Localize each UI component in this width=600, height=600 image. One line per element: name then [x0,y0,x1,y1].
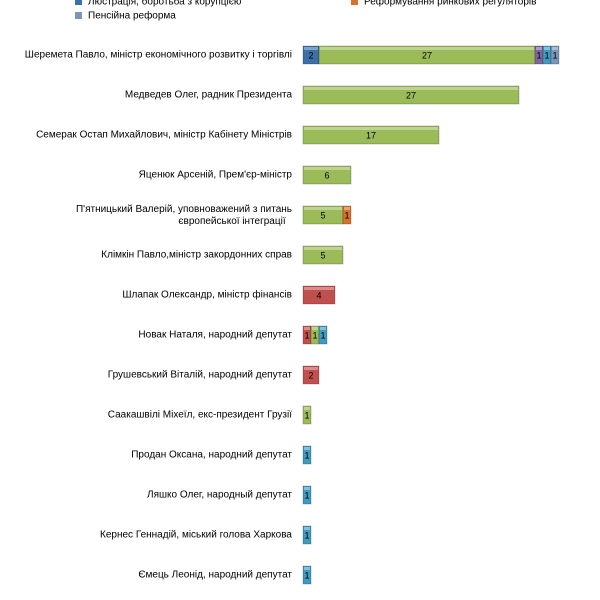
category-label: Шлапак Олександр, міністр фінансів [122,289,292,301]
bar-bevel [536,47,542,50]
bar [302,285,336,305]
bar [302,165,352,185]
bar [302,245,344,265]
bar [302,125,440,145]
bar-bevel [320,327,326,330]
value-label: 1 [344,210,349,220]
category-label: Грушевський Віталій, народний депутат [108,370,293,381]
bar-bevel [304,447,310,450]
bar-bevel [304,127,438,130]
bar-bevel [304,167,350,170]
legend-label: Реформування ринкових регуляторів [364,0,536,8]
value-label: 4 [316,290,321,300]
category-label: Ляшко Олег, народный депутат [147,490,292,501]
value-label: 6 [324,170,329,180]
category-label: П'ятницький Валерій, уповноважений з пит… [76,204,292,227]
value-label: 5 [320,210,325,220]
bar-bevel [304,567,310,570]
value-label: 1 [536,50,541,60]
bar-bevel [304,527,310,530]
category-label: Клімкін Павло,міністр закордонних справ [101,250,292,261]
bar [302,565,312,585]
legend-label: Пенсійна реформа [88,10,176,22]
bar-bevel [304,487,310,490]
bar-bevel [312,327,318,330]
bar-bevel [344,207,350,210]
value-label: 2 [308,50,313,60]
value-label: 1 [552,50,557,60]
value-label: 1 [304,450,309,460]
bar [302,485,312,505]
legend-swatch [75,0,82,5]
category-label: Кернес Геннадій, міський голова Харкова [100,530,292,541]
category-label: Саакашвілі Міхеїл, екс-президент Грузії [108,410,292,421]
bar-bevel [304,207,342,210]
value-label: 1 [304,330,309,340]
value-label: 17 [366,130,376,140]
category-label: Яценюк Арсеній, Прем'єр-міністр [139,170,293,181]
value-label: 1 [304,570,309,580]
bar [302,445,312,465]
legend-swatch [351,0,358,5]
value-label: 5 [320,250,325,260]
value-label: 1 [320,330,325,340]
category-label: Продан Оксана, народний депутат [131,450,292,461]
value-label: 1 [304,490,309,500]
bar-bevel [304,287,334,290]
bar-bevel [304,87,518,90]
bar-bevel [304,367,318,370]
bar [342,205,352,225]
value-label: 1 [312,330,317,340]
bar-bevel [320,47,534,50]
category-label: Семерак Остап Михайлович, міністр Кабіне… [36,129,292,141]
bar-bevel [304,407,310,410]
bar [318,325,328,345]
value-label: 1 [544,50,549,60]
value-label: 27 [422,50,432,60]
bar [302,405,312,425]
category-label: Шеремета Павло, міністр економічного роз… [25,50,292,61]
bar-bevel [552,47,558,50]
category-label: Медведев Олег, радник Президента [125,90,293,101]
value-label: 27 [406,90,416,100]
value-label: 1 [304,410,309,420]
bar-bevel [304,47,318,50]
bar [550,45,560,65]
bar [302,525,312,545]
bar-bevel [304,247,342,250]
value-label: 2 [308,370,313,380]
legend-swatch [75,12,82,19]
category-label: Новак Наталя, народний депутат [138,330,292,341]
bar [302,365,320,385]
bar [302,85,520,105]
bar-bevel [544,47,550,50]
legend-label: Люстрація, боротьба з корупцією [88,0,242,8]
bar-bevel [304,327,310,330]
value-label: 1 [304,530,309,540]
category-label: Ємець Леонід, народний депутат [138,570,292,581]
